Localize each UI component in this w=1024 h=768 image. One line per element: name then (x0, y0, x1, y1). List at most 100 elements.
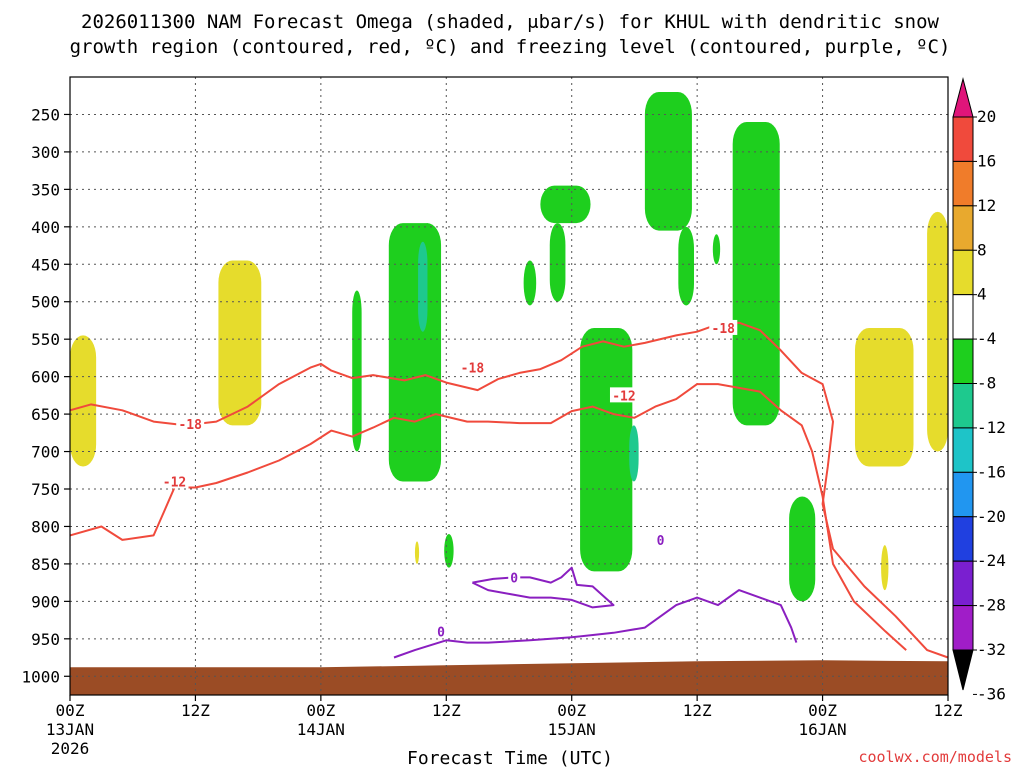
purple-contour-label-1-bg (508, 569, 521, 585)
x-tick-label-72: 00Z (808, 701, 837, 720)
credit-text: coolwx.com/models (858, 748, 1012, 766)
colorbar-label-8: -16 (977, 462, 1006, 481)
y-tick-label-650: 650 (31, 405, 60, 424)
y-tick-label-750: 750 (31, 480, 60, 499)
y-tick-label-250: 250 (31, 105, 60, 124)
colorbar-label-6: -8 (977, 374, 996, 393)
omega-region-12 (789, 496, 816, 602)
red-contour-label-4: -18 (712, 322, 736, 337)
contour-series-2 (393, 589, 798, 659)
chart-title-line2: growth region (contoured, red, ºC) and f… (70, 36, 951, 58)
colorbar: 20 16 12 8 4 -4 -8 -12 -16 -20 -24 -28 -32 -36 (952, 77, 1006, 703)
colorbar-label-2: 12 (977, 196, 996, 215)
x-tick-label-60: 12Z (683, 701, 712, 720)
y-tick-label-350: 350 (31, 180, 60, 199)
terrain-fill (70, 660, 948, 695)
colorbar-label-12: -32 (977, 640, 1006, 659)
omega-region-8 (644, 91, 692, 231)
colorbar-label-3: 8 (977, 240, 987, 259)
colorbar-label-11: -28 (977, 596, 1006, 615)
colorbar-label-1: 16 (977, 151, 996, 170)
omega-region-1 (388, 223, 442, 482)
colorbar-bin--24 (952, 516, 974, 562)
y-tick-label-800: 800 (31, 517, 60, 536)
plot-frame (69, 76, 949, 696)
colorbar-bin--28 (952, 560, 974, 607)
colorbar-bin--32 (952, 605, 974, 651)
red-contour-label-2: -18 (461, 362, 485, 377)
colorbar-bin--12 (952, 383, 974, 429)
omega-region-20 (414, 541, 420, 564)
contour-series-1 (69, 383, 907, 651)
colorbar-bin-4 (952, 249, 974, 296)
colorbar-label-13: -36 (977, 684, 1006, 703)
x-tick-date-48: 15JAN (548, 720, 596, 739)
red-contour-label-3-bg (609, 387, 638, 403)
omega-region-17 (854, 327, 914, 467)
omega-region-10 (732, 121, 780, 426)
omega-region-2 (352, 290, 362, 452)
x-tick-label-48: 00Z (557, 701, 586, 720)
contour-series-3 (471, 566, 615, 609)
y-tick-label-600: 600 (31, 368, 60, 387)
terrain-area (70, 660, 948, 695)
omega-region-7 (580, 327, 633, 572)
colorbar-label-4: 4 (977, 285, 987, 304)
colorbar-label-7: -12 (977, 418, 1006, 437)
red-contour-label-2-bg (458, 359, 487, 375)
omega-region-4 (540, 185, 591, 224)
x-tick-date-72: 16JAN (798, 720, 846, 739)
x-tick-year-0: 2026 (51, 739, 90, 758)
red-contour-label-1-bg (160, 473, 189, 489)
y-tick-label-700: 700 (31, 443, 60, 462)
y-tick-label-850: 850 (31, 555, 60, 574)
colorbar-low-arrow (952, 649, 974, 691)
x-tick-label-36: 12Z (432, 701, 461, 720)
y-tick-label-1000: 1000 (21, 667, 60, 686)
purple-contour-label-2: 0 (657, 534, 665, 549)
y-tick-label-400: 400 (31, 218, 60, 237)
purple-contour-label-1: 0 (510, 571, 518, 586)
colorbar-label-9: -20 (977, 507, 1006, 526)
purple-contour-label-0: 0 (437, 625, 445, 640)
colorbar-bin-8 (952, 205, 974, 251)
omega-region-9 (678, 226, 695, 306)
omega-region-14 (629, 425, 639, 482)
red-contour-label-1: -12 (163, 476, 186, 491)
omega-region-5 (549, 223, 566, 302)
omega-region-3 (444, 533, 454, 568)
x-axis-title: Forecast Time (UTC) (407, 748, 613, 768)
x-tick-label-24: 00Z (306, 701, 335, 720)
colorbar-bin--20 (952, 471, 974, 518)
omega-region-15 (70, 335, 97, 467)
contour-series-0 (69, 321, 949, 659)
y-tick-label-550: 550 (31, 330, 60, 349)
colorbar-bin--16 (952, 427, 974, 473)
colorbar-bin--4 (952, 294, 974, 340)
colorbar-bin--8 (952, 338, 974, 385)
x-tick-label-12: 12Z (181, 701, 210, 720)
y-tick-label-300: 300 (31, 143, 60, 162)
y-tick-label-450: 450 (31, 255, 60, 274)
x-tick-label-84: 12Z (934, 701, 963, 720)
colorbar-bin-12 (952, 160, 974, 207)
purple-contour-label-0-bg (435, 623, 448, 639)
contour-lines (69, 321, 949, 659)
omega-region-18 (927, 211, 948, 452)
y-tick-label-500: 500 (31, 293, 60, 312)
y-axis-ticks: 250 300 350 400 450 500 550 600 650 700 750 800 850 9… (21, 105, 70, 686)
omega-region-11 (712, 234, 721, 265)
colorbar-label-10: -24 (977, 551, 1006, 570)
contour-labels: -18 -12 -18 -12 -18 0 0 0 (160, 319, 738, 640)
y-tick-label-900: 900 (31, 592, 60, 611)
omega-region-6 (523, 260, 537, 306)
omega-region-13 (418, 241, 428, 332)
omega-region-19 (881, 545, 889, 591)
red-contour-label-4-bg (709, 319, 738, 335)
x-tick-date-24: 14JAN (297, 720, 345, 739)
red-contour-label-3: -12 (612, 389, 635, 404)
colorbar-label-0: 20 (977, 107, 996, 126)
purple-contour-label-2-bg (654, 531, 667, 547)
red-contour-label-0-bg (176, 415, 205, 431)
